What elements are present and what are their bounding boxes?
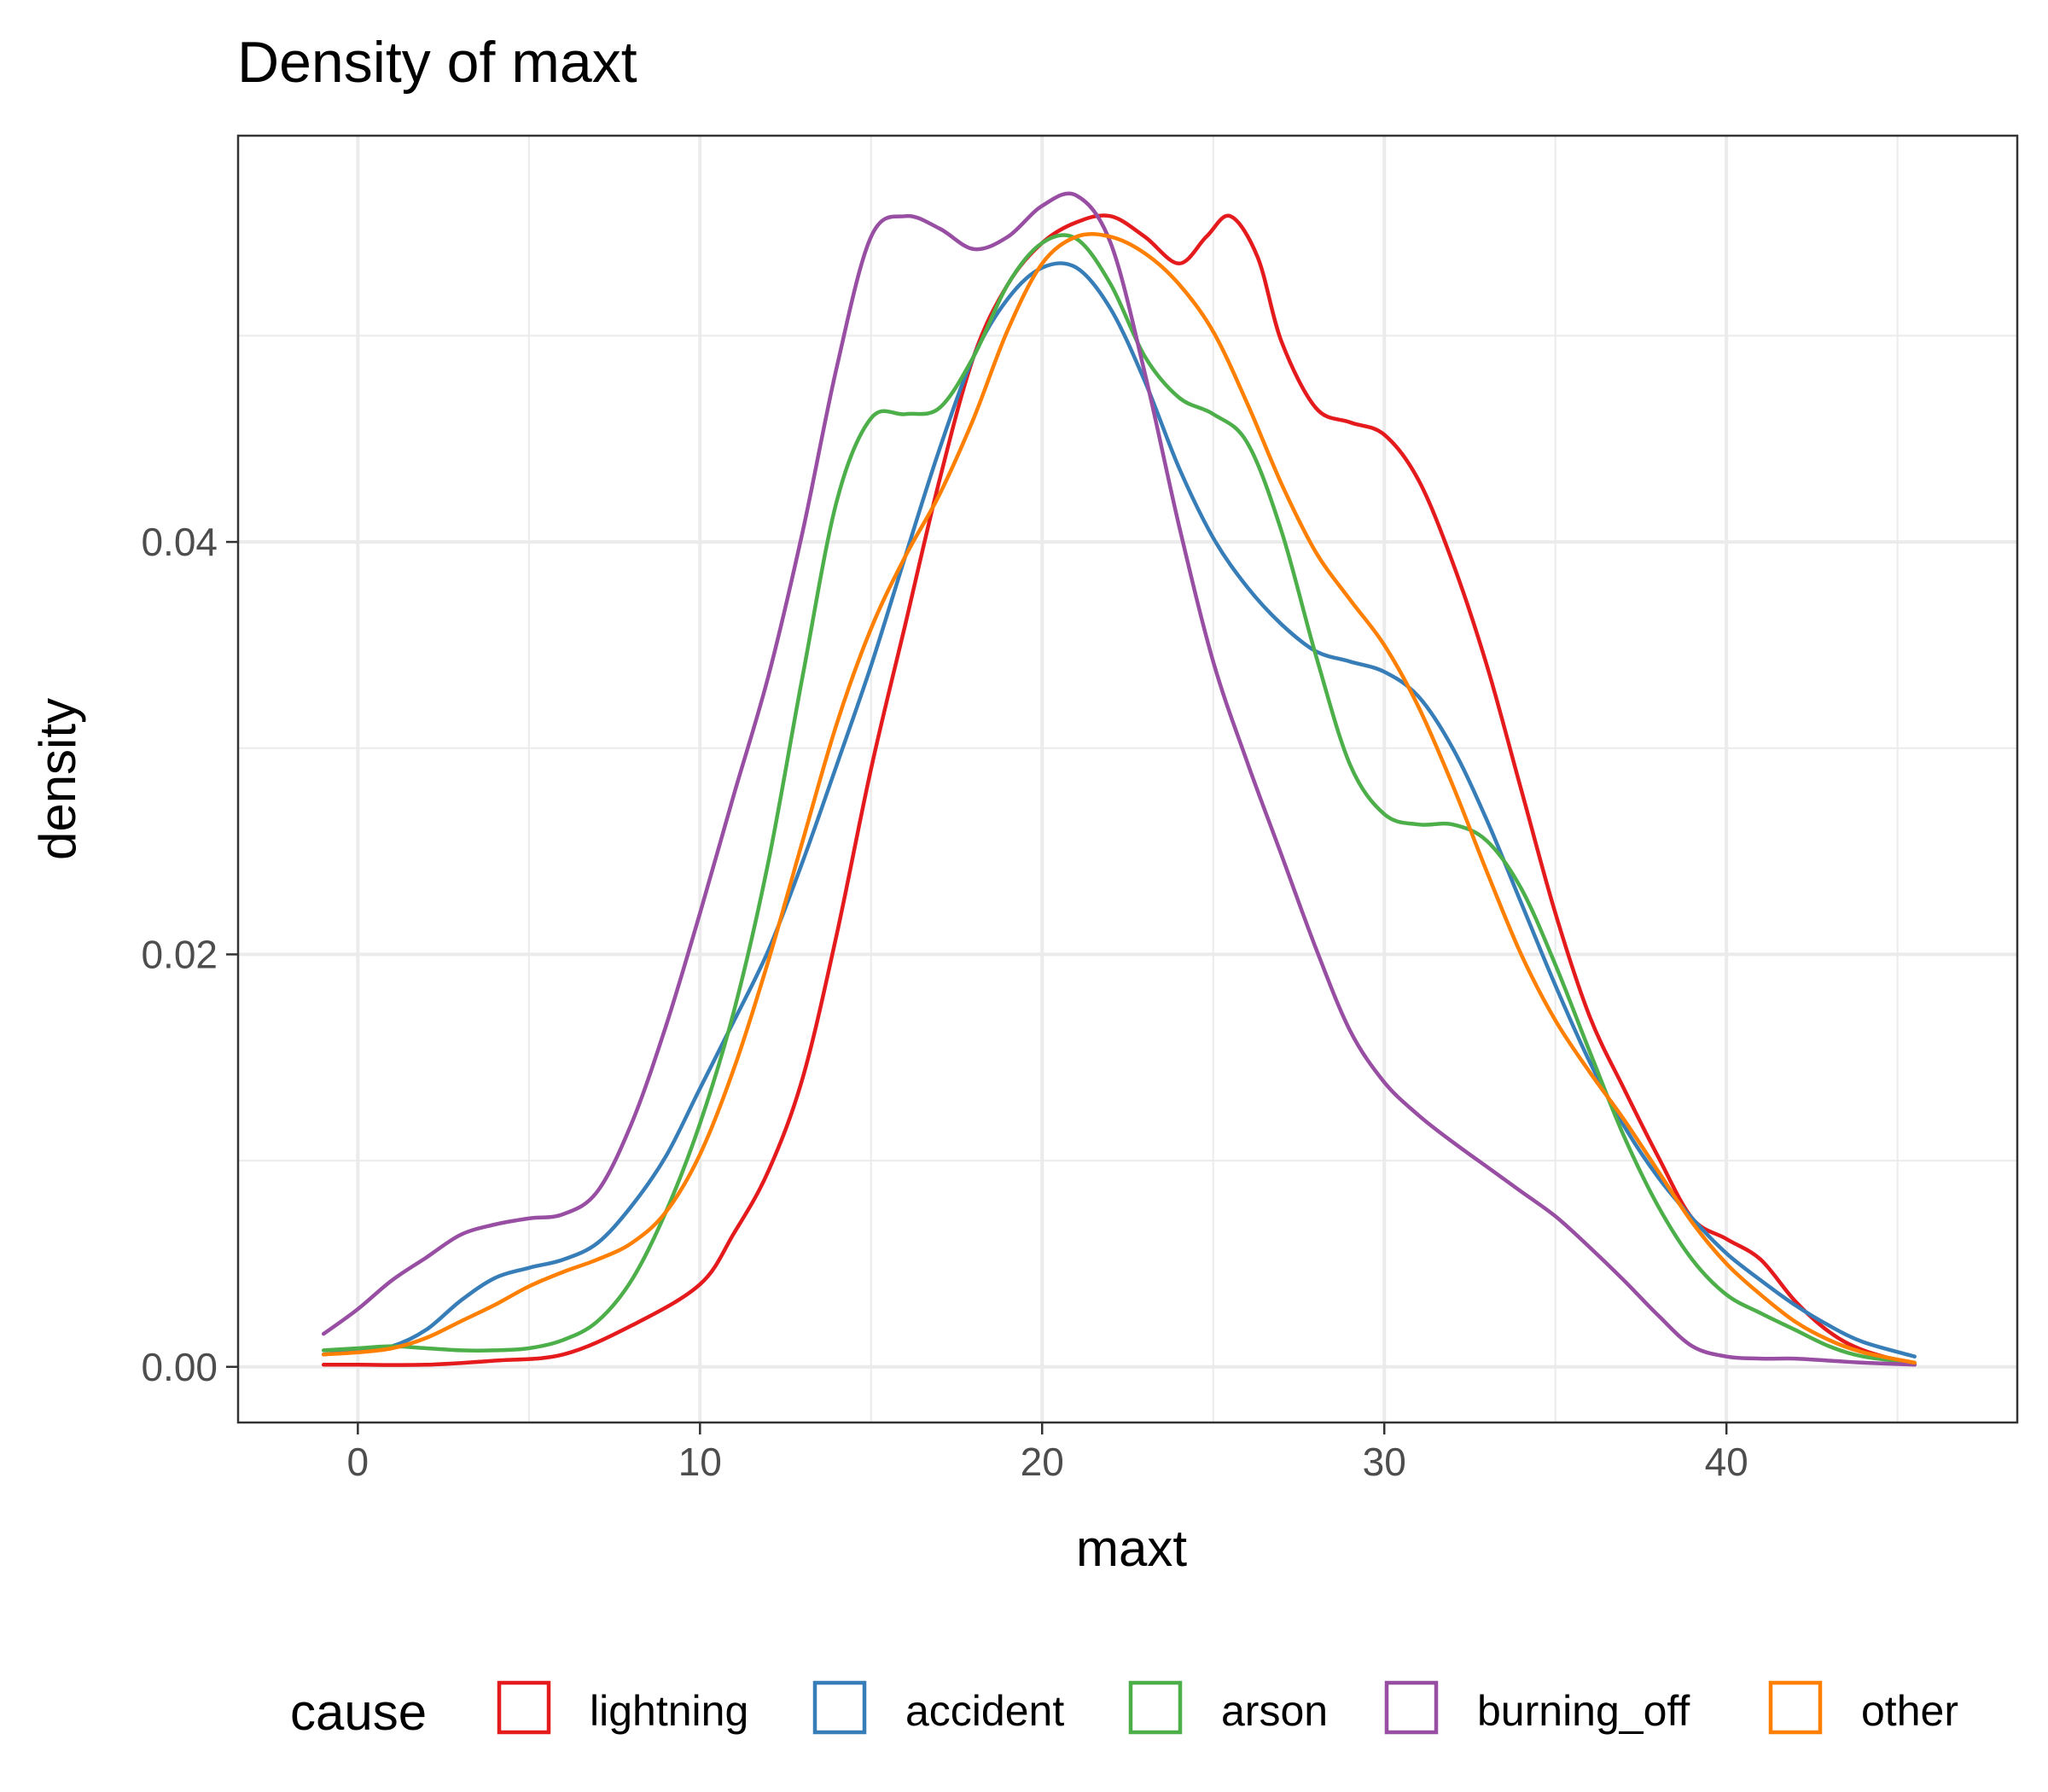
- legend-key-lightning: [497, 1680, 551, 1735]
- x-tick-label-2: 20: [1021, 1440, 1064, 1484]
- x-tick-label-0: 0: [347, 1440, 369, 1484]
- y-tick-label-2: 0.04: [141, 520, 218, 564]
- chart-title: Density of maxt: [237, 30, 637, 95]
- x-axis: 0 10 20 30 40: [347, 1423, 1748, 1484]
- y-tick-label-0: 0.00: [141, 1345, 218, 1389]
- legend-key-burning-off: [1384, 1680, 1439, 1735]
- legend-key-other: [1768, 1680, 1823, 1735]
- x-axis-title: maxt: [1076, 1520, 1187, 1577]
- legend-key-arson: [1128, 1680, 1183, 1735]
- panel-border: [236, 134, 2019, 1424]
- legend-label-other: other: [1861, 1687, 1958, 1735]
- major-gridlines: [238, 136, 2017, 1423]
- x-tick-label-1: 10: [678, 1440, 722, 1484]
- legend-label-burning-off: burning_off: [1477, 1687, 1690, 1735]
- legend-key-accident: [812, 1680, 867, 1735]
- legend-label-lightning: lightning: [590, 1687, 748, 1735]
- y-tick-label-1: 0.02: [141, 932, 218, 976]
- legend: cause lightning accident arson burning_off o…: [290, 1680, 1958, 1741]
- density-line-burning-off: [321, 191, 1917, 1367]
- density-line-arson: [321, 233, 1917, 1365]
- legend-label-arson: arson: [1221, 1687, 1328, 1735]
- density-line-lightning: [321, 213, 1917, 1367]
- y-axis: 0.00 0.02 0.04: [141, 520, 238, 1389]
- x-tick-label-3: 30: [1363, 1440, 1406, 1484]
- y-axis-title: density: [29, 698, 86, 860]
- density-lines: [321, 191, 1917, 1367]
- minor-gridlines: [238, 136, 2017, 1423]
- legend-label-accident: accident: [905, 1687, 1064, 1735]
- density-line-other: [321, 232, 1917, 1365]
- x-tick-label-4: 40: [1705, 1440, 1748, 1484]
- legend-title: cause: [290, 1684, 427, 1741]
